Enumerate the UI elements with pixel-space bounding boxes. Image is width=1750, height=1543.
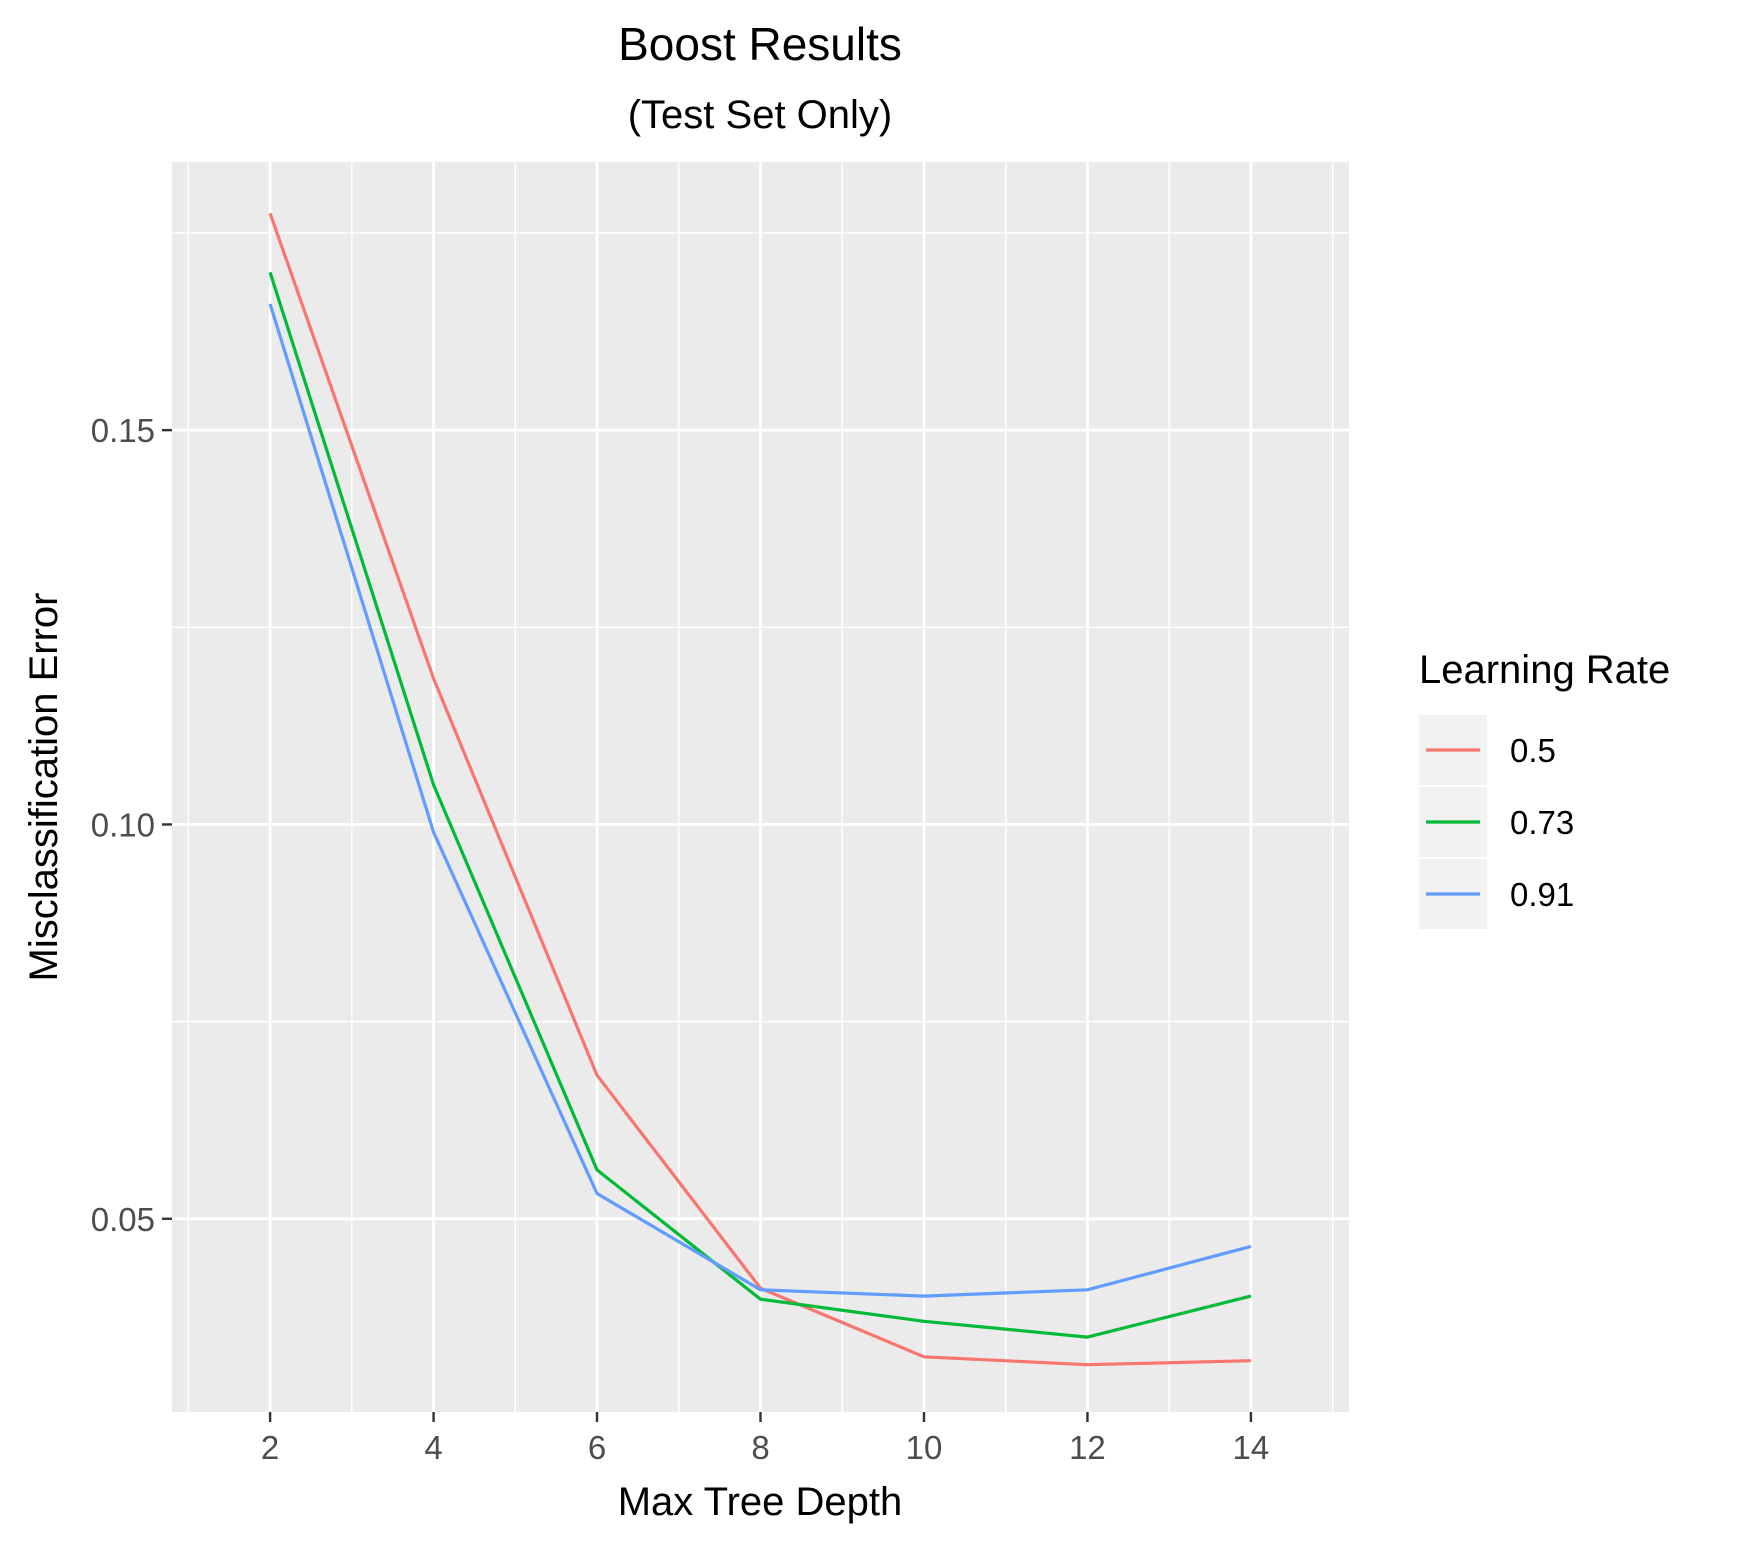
legend-keys: 0.5 0.73 0.91	[1419, 715, 1574, 929]
x-axis-title: Max Tree Depth	[618, 1480, 903, 1524]
y-tick-label: 0.10	[91, 806, 155, 843]
major-gridlines	[172, 162, 1349, 1412]
x-axis: 2 4 6 8 10 12 14	[261, 1412, 1269, 1466]
series-lines	[268, 212, 1252, 1367]
y-axis-title: Misclassification Error	[22, 593, 66, 982]
series-line-0-73	[268, 271, 1252, 1339]
legend-entry-label: 0.91	[1510, 876, 1574, 913]
legend-entry-label: 0.73	[1510, 804, 1574, 841]
y-tick-label: 0.15	[91, 412, 155, 449]
x-tick-label: 2	[261, 1429, 279, 1466]
x-tick-label: 14	[1233, 1429, 1270, 1466]
x-tick-label: 12	[1069, 1429, 1106, 1466]
legend: Learning Rate 0.5 0.73 0.91	[1419, 648, 1670, 929]
legend-entry-label: 0.5	[1510, 732, 1556, 769]
x-tick-label: 10	[906, 1429, 943, 1466]
chart-subtitle: (Test Set Only)	[628, 93, 893, 137]
y-tick-label: 0.05	[91, 1201, 155, 1238]
legend-title: Learning Rate	[1419, 648, 1670, 692]
series-line-0-91	[268, 303, 1252, 1298]
chart-title: Boost Results	[618, 18, 902, 70]
x-tick-label: 4	[424, 1429, 442, 1466]
x-tick-label: 8	[751, 1429, 769, 1466]
x-tick-label: 6	[588, 1429, 606, 1466]
y-axis: 0.05 0.10 0.15	[91, 412, 172, 1238]
